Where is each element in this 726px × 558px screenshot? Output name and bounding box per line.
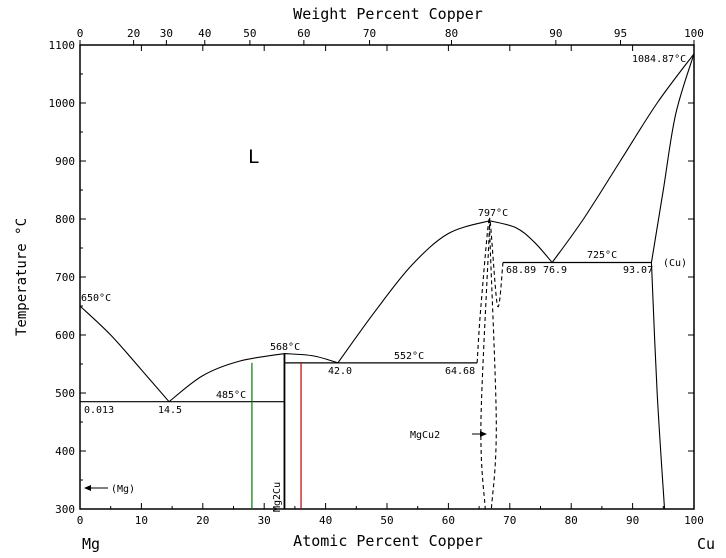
mgcu2-left-liquidus-line xyxy=(337,220,490,364)
mgcu2-arrow-head xyxy=(480,431,487,437)
x-tick-label: 50 xyxy=(380,514,393,527)
x-tick-label: 100 xyxy=(684,514,704,527)
eutectic2-right-label: 64.68 xyxy=(445,366,475,377)
top-tick-label: 90 xyxy=(549,27,562,40)
cu-solid-label: (Cu) xyxy=(663,258,687,269)
y-tick-label: 900 xyxy=(55,155,75,168)
left-component-label: Mg xyxy=(82,535,100,553)
eutectic3-right-label: 93.07 xyxy=(623,265,653,276)
plot-frame xyxy=(79,44,695,510)
liquid-phase-label: L xyxy=(248,146,259,168)
y-tick-label: 600 xyxy=(55,329,75,342)
top-tick-label: 50 xyxy=(243,27,256,40)
mgcu2-right-boundary-line xyxy=(488,217,504,510)
y-tick-label: 1100 xyxy=(49,39,76,52)
x-tick-label: 40 xyxy=(319,514,332,527)
y-tick-label: 400 xyxy=(55,445,75,458)
mg-solid-label: (Mg) xyxy=(111,484,135,495)
x-tick-label: 70 xyxy=(503,514,516,527)
top-tick-label: 20 xyxy=(127,27,140,40)
cu-melt-label: 1084.87°C xyxy=(632,54,686,65)
top-axis-label: Weight Percent Copper xyxy=(293,5,483,23)
eutectic2-left-label: 42.0 xyxy=(328,366,352,377)
mg2cu-right-liquidus-line xyxy=(284,353,339,364)
y-tick-label: 1000 xyxy=(49,97,76,110)
x-tick-label: 90 xyxy=(626,514,639,527)
mg2cu-label: Mg2Cu xyxy=(272,482,283,512)
y-tick-label: 700 xyxy=(55,271,75,284)
mgcu2-right-liquidus-line xyxy=(489,220,553,263)
eutectic3-mid-label: 76.9 xyxy=(543,265,567,276)
bottom-axis-label: Atomic Percent Copper xyxy=(293,532,483,550)
cu-liquidus-line xyxy=(551,53,695,263)
y-tick-label: 800 xyxy=(55,213,75,226)
x-tick-label: 20 xyxy=(196,514,209,527)
x-tick-label: 80 xyxy=(565,514,578,527)
x-tick-label: 60 xyxy=(442,514,455,527)
y-axis-label: Temperature °C xyxy=(14,218,30,336)
top-tick-label: 80 xyxy=(445,27,458,40)
eutectic3-left-label: 68.89 xyxy=(506,265,536,276)
cu-solidus-line xyxy=(650,53,695,263)
y-tick-label: 300 xyxy=(55,503,75,516)
cu-solvus-line xyxy=(650,262,666,510)
top-tick-label: 30 xyxy=(160,27,173,40)
x-tick-label: 30 xyxy=(258,514,271,527)
mg-arrow-head xyxy=(84,485,91,491)
eutectic1-temp-label: 485°C xyxy=(216,390,246,401)
mg-melt-label: 650°C xyxy=(81,293,111,304)
top-tick-label: 95 xyxy=(614,27,627,40)
y-tick-label: 500 xyxy=(55,387,75,400)
mgcu2-melt-label: 797°C xyxy=(478,208,508,219)
eutectic2-temp-label: 552°C xyxy=(394,351,424,362)
mg2cu-left-liquidus-line xyxy=(168,353,285,403)
top-tick-label: 40 xyxy=(198,27,211,40)
eutectic1-comp-label: 14.5 xyxy=(158,405,182,416)
mg-solubility-label: 0.013 xyxy=(84,405,114,416)
right-component-label: Cu xyxy=(697,535,715,553)
x-tick-label: 10 xyxy=(135,514,148,527)
mgcu2-left-boundary-line xyxy=(476,217,491,510)
top-tick-label: 100 xyxy=(684,27,704,40)
top-tick-label: 0 xyxy=(77,27,84,40)
top-tick-label: 70 xyxy=(363,27,376,40)
eutectic3-temp-label: 725°C xyxy=(587,250,617,261)
mgcu2-label: MgCu2 xyxy=(410,430,440,441)
x-tick-label: 0 xyxy=(77,514,84,527)
mg2cu-melt-label: 568°C xyxy=(270,342,300,353)
top-tick-label: 60 xyxy=(297,27,310,40)
mg-liquidus-line xyxy=(79,305,170,403)
